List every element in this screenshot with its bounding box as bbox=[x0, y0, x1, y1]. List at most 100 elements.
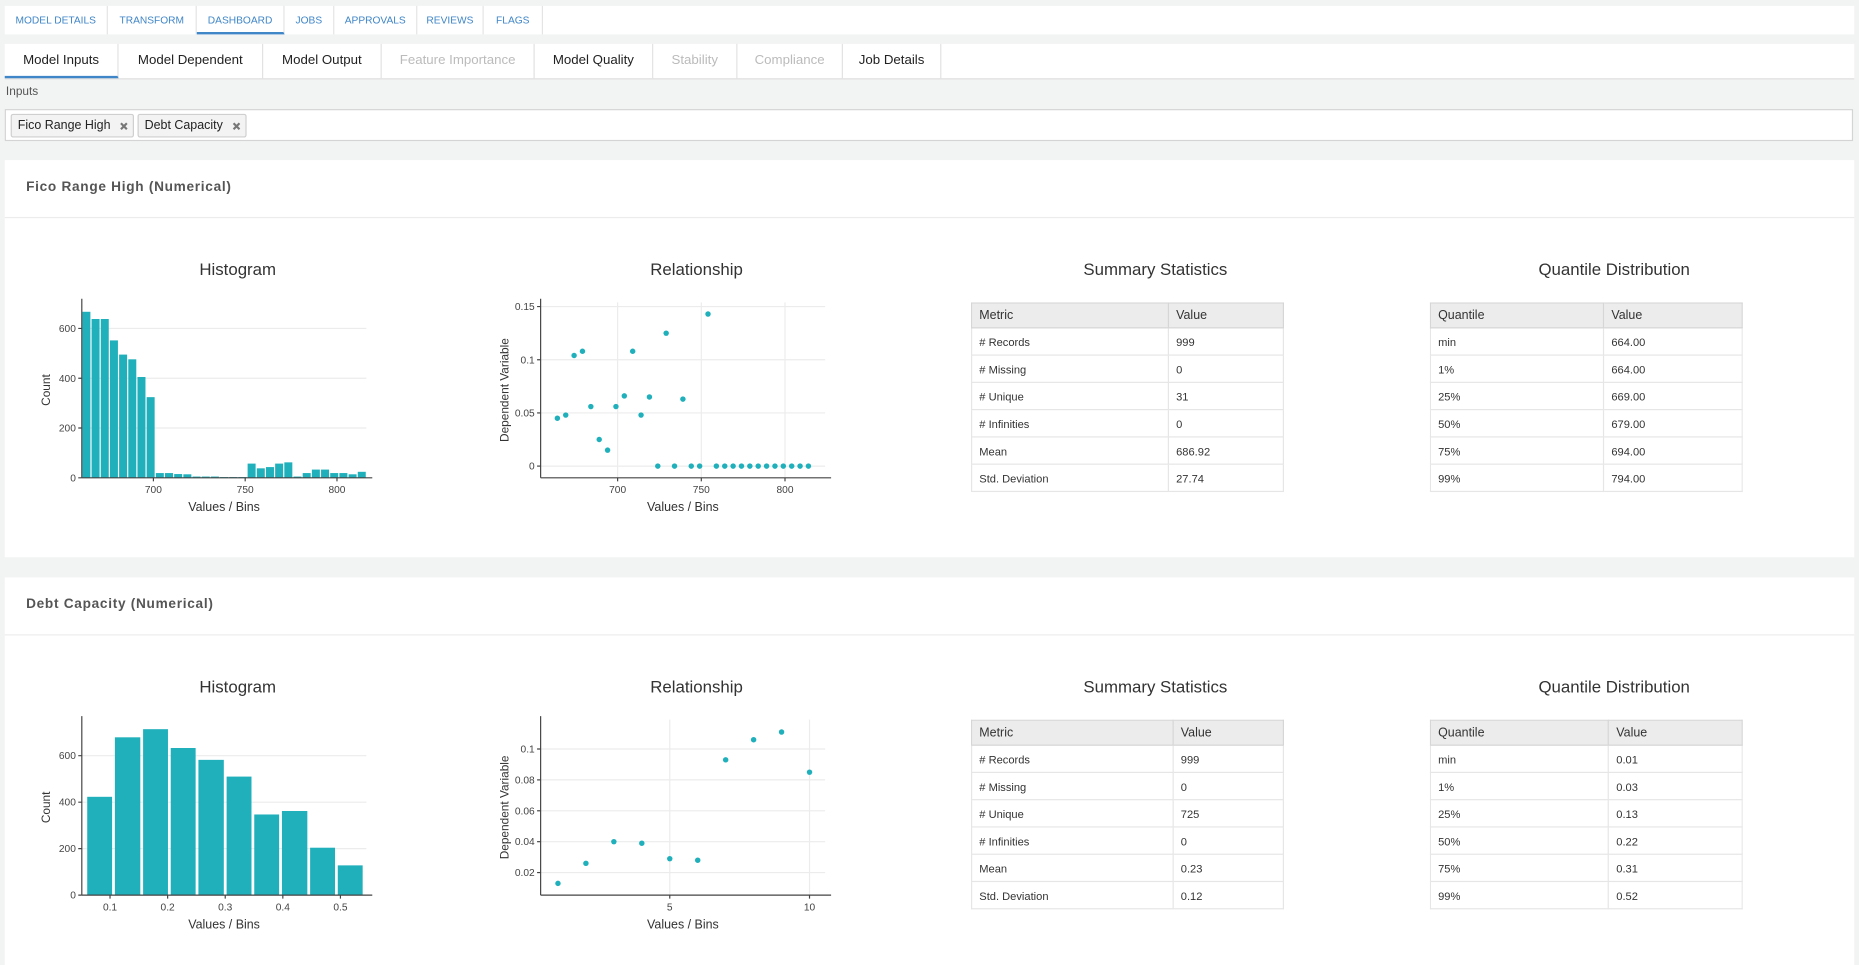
sub-tab[interactable]: Model Quality bbox=[535, 43, 654, 79]
table-cell: 99% bbox=[1429, 881, 1610, 910]
table-cell: # Records bbox=[970, 745, 1174, 774]
point bbox=[705, 311, 711, 317]
table-row: 1% 664.00 bbox=[1429, 355, 1743, 383]
bar bbox=[311, 469, 320, 478]
table-row: # Missing 0 bbox=[970, 772, 1284, 801]
sub-tab[interactable]: Job Details bbox=[843, 43, 942, 79]
point bbox=[621, 393, 628, 399]
bar bbox=[275, 463, 284, 478]
tab[interactable]: FLAGS bbox=[484, 5, 544, 35]
table-title: Summary Statistics bbox=[1083, 678, 1228, 698]
column-header: Quantile bbox=[1429, 719, 1610, 746]
y-axis-label: Dependent Variable bbox=[498, 338, 512, 442]
divider bbox=[4, 634, 1855, 636]
x-axis-label: Values / Bins bbox=[188, 500, 260, 514]
point bbox=[797, 463, 803, 469]
point bbox=[780, 463, 787, 469]
point bbox=[638, 412, 644, 418]
x-tick-label: 0.3 bbox=[218, 903, 232, 914]
tab[interactable]: TRANSFORM bbox=[108, 5, 197, 35]
x-tick-label: 750 bbox=[237, 485, 254, 496]
top-nav: MODEL DETAILS TRANSFORM DASHBOARD JOBS A… bbox=[4, 5, 1855, 35]
divider bbox=[4, 216, 1855, 219]
point bbox=[583, 860, 589, 867]
y-axis-label: Count bbox=[39, 791, 53, 823]
point bbox=[806, 769, 813, 775]
table: Metric Value # Records 999 # Missing 0 # Uniqu… bbox=[970, 719, 1284, 910]
point bbox=[596, 436, 602, 443]
column-header: Value bbox=[1167, 302, 1284, 329]
bar bbox=[183, 474, 192, 478]
point bbox=[696, 463, 703, 469]
bar bbox=[247, 463, 256, 478]
y-tick-label: 0.1 bbox=[521, 745, 535, 756]
table-row: 25% 0.13 bbox=[1429, 799, 1743, 828]
table-cell: 0 bbox=[1173, 772, 1284, 801]
bar bbox=[170, 748, 196, 896]
table-title: Quantile Distribution bbox=[1538, 260, 1690, 280]
point bbox=[663, 330, 669, 336]
point bbox=[788, 463, 795, 469]
table-cell: 0.23 bbox=[1173, 854, 1284, 883]
tab[interactable]: DASHBOARD bbox=[196, 5, 285, 35]
table-cell: 27.74 bbox=[1168, 464, 1284, 493]
bar bbox=[284, 462, 293, 478]
table-cell: Std. Deviation bbox=[970, 464, 1170, 493]
bar bbox=[137, 376, 146, 478]
sub-tab[interactable]: Model Dependent bbox=[119, 43, 264, 79]
y-tick-label: 0.15 bbox=[515, 302, 535, 313]
table-cell: 0 bbox=[1168, 409, 1284, 438]
column-header: Value bbox=[1172, 719, 1284, 746]
tab[interactable]: JOBS bbox=[285, 5, 335, 35]
table-cell: # Infinities bbox=[970, 409, 1170, 438]
tab[interactable]: MODEL DETAILS bbox=[5, 5, 108, 35]
bar bbox=[293, 476, 302, 478]
chip: Debt Capacity bbox=[137, 113, 247, 138]
table-wrap: Quantile Value min 0.01 1% 0.03 25% 0.13 50% 0.22… bbox=[1429, 719, 1743, 918]
bar bbox=[310, 847, 336, 896]
inputs-label: Inputs bbox=[5, 85, 39, 99]
bar bbox=[321, 469, 330, 478]
x-axis-label: Values / Bins bbox=[647, 917, 719, 931]
tab[interactable]: REVIEWS bbox=[417, 5, 484, 35]
y-axis-label: Count bbox=[39, 374, 53, 406]
chip-remove[interactable] bbox=[232, 122, 241, 130]
inputs-box[interactable]: Fico Range High Debt Capacity bbox=[4, 109, 1854, 142]
point bbox=[563, 412, 569, 418]
table-cell: Mean bbox=[970, 436, 1170, 465]
bar bbox=[201, 476, 210, 478]
point bbox=[671, 463, 678, 469]
bar bbox=[281, 810, 308, 896]
panel: Histogram 0 200 400 600 700 750 800 Values / Bin… bbox=[8, 160, 467, 557]
section-title: Fico Range High (Numerical) bbox=[26, 180, 232, 195]
table-cell: 0.12 bbox=[1173, 881, 1284, 910]
table-cell: 99% bbox=[1429, 464, 1605, 493]
sub-tab[interactable]: Model Output bbox=[263, 43, 382, 79]
x-tick-label: 800 bbox=[777, 485, 794, 496]
sub-tab[interactable]: Model Inputs bbox=[4, 43, 119, 79]
y-tick-label: 0.05 bbox=[515, 408, 535, 419]
table-cell: 0.52 bbox=[1608, 881, 1743, 910]
tab[interactable]: APPROVALS bbox=[334, 5, 418, 35]
chip-remove[interactable] bbox=[120, 122, 128, 130]
table-row: 1% 0.03 bbox=[1429, 772, 1743, 801]
table-row: min 664.00 bbox=[1429, 327, 1743, 356]
bar bbox=[198, 759, 224, 896]
table-row: Mean 686.92 bbox=[970, 436, 1284, 465]
table-cell: 999 bbox=[1168, 327, 1284, 356]
table-cell: 50% bbox=[1429, 409, 1605, 438]
table-wrap: Quantile Value min 664.00 1% 664.00 25% 669.00 5… bbox=[1429, 302, 1743, 500]
table-cell: # Records bbox=[970, 327, 1170, 356]
panel: Summary Statistics Metric Value # Records 99… bbox=[926, 577, 1385, 965]
y-tick-label: 0.04 bbox=[515, 837, 535, 848]
x-axis-label: Values / Bins bbox=[647, 500, 719, 514]
point bbox=[655, 463, 661, 469]
bar bbox=[143, 729, 168, 896]
table-row: # Unique 725 bbox=[970, 799, 1284, 828]
bar bbox=[82, 311, 91, 478]
table-row: 99% 794.00 bbox=[1429, 464, 1743, 493]
point bbox=[629, 348, 636, 354]
table: Metric Value # Records 999 # Missing 0 # Uniqu… bbox=[970, 302, 1284, 493]
table-cell: 31 bbox=[1168, 382, 1284, 411]
y-tick-label: 400 bbox=[59, 798, 76, 809]
